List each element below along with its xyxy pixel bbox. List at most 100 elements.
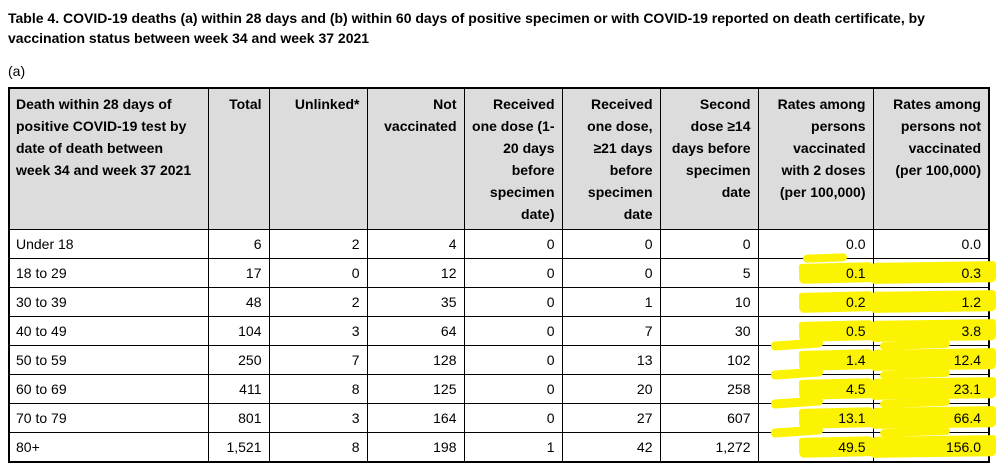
cell-one-dose-1-20-days: 0 (463, 316, 563, 346)
cell-value: 0 (546, 323, 555, 339)
column-header-rate-not-vaccinated: Rates among persons not vaccinated (per … (872, 87, 990, 230)
cell-one-dose-21-days: 20 (561, 374, 661, 404)
cell-not-vaccinated: 198 (366, 432, 465, 462)
cell-value: 156.0 (945, 438, 981, 455)
cell-total: 1,521 (207, 432, 270, 462)
cell-one-dose-21-days: 0 (561, 229, 661, 259)
table-row: Under 18 6 2 4 0 0 0 0.0 0.0 (8, 229, 990, 263)
header-row: Death within 28 days of positive COVID-1… (8, 87, 990, 230)
cell-value: 4 (448, 236, 457, 252)
cell-value: 0 (546, 265, 555, 281)
cell-value: 1.4 (846, 352, 866, 368)
column-header-second-dose-14-days: Second dose ≥14 days before specimen dat… (659, 87, 759, 230)
cell-rate-not-vaccinated: 0.0 (872, 229, 990, 259)
cell-rate-vaccinated: 1.4 (757, 338, 874, 375)
cell-value: 1 (546, 438, 555, 455)
age-group-text: 50 to 59 (16, 352, 67, 368)
cell-value: 27 (636, 410, 653, 426)
cell-value: 0 (644, 236, 653, 252)
cell-rate-not-vaccinated: 156.0 (871, 426, 996, 462)
cell-total: 104 (207, 316, 270, 346)
column-header-rate-vaccinated: Rates among persons vaccinated with 2 do… (757, 87, 874, 230)
cell-value: 0.5 (846, 323, 866, 339)
cell-value: 0 (546, 294, 555, 310)
cell-unlinked: 2 (268, 229, 368, 259)
column-header-unlinked: Unlinked* (268, 87, 368, 230)
cell-one-dose-1-20-days: 0 (463, 345, 563, 375)
cell-second-dose-14-days: 607 (659, 403, 759, 433)
age-group-text: 80+ (16, 438, 40, 455)
table-header: Death within 28 days of positive COVID-1… (8, 87, 990, 230)
cell-not-vaccinated: 35 (366, 287, 465, 317)
cell-value: 12 (440, 265, 457, 281)
cell-value: 0 (546, 381, 555, 397)
cell-value: 5 (742, 265, 751, 281)
cell-value: 8 (351, 438, 360, 455)
age-group-text: 18 to 29 (16, 265, 67, 281)
column-header-deaths-description: Death within 28 days of positive COVID-1… (8, 87, 209, 230)
covid-deaths-table: Death within 28 days of positive COVID-1… (8, 87, 996, 463)
cell-value: 0 (546, 352, 555, 368)
cell-total: 48 (207, 287, 270, 317)
cell-value: 35 (440, 294, 457, 310)
cell-value: 13.1 (838, 410, 866, 426)
cell-value: 0 (546, 410, 555, 426)
cell-value: 0.0 (846, 236, 866, 252)
cell-value: 0.2 (846, 294, 866, 310)
cell-rate-vaccinated: 13.1 (757, 396, 874, 433)
table-row: 30 to 39 48 2 35 0 1 10 0.2 1.2 (8, 287, 996, 317)
cell-value: 7 (644, 323, 653, 339)
age-group-text: 60 to 69 (16, 381, 67, 397)
cell-not-vaccinated: 12 (366, 258, 465, 288)
cell-value: 0 (742, 236, 751, 252)
cell-total: 411 (207, 374, 270, 404)
cell-value: 411 (239, 381, 262, 397)
column-header-one-dose-1-20-days: Received one dose (1-20 days before spec… (463, 87, 563, 230)
cell-value: 0 (644, 265, 653, 281)
cell-value: 258 (727, 381, 751, 397)
cell-value: 23.1 (953, 381, 981, 397)
cell-value: 7 (351, 352, 360, 368)
row-label: 80+ (8, 432, 209, 462)
cell-rate-not-vaccinated: 23.1 (871, 368, 996, 404)
cell-rate-not-vaccinated: 66.4 (871, 397, 996, 433)
cell-value: 6 (253, 236, 262, 252)
age-group-text: Under 18 (16, 236, 74, 252)
cell-one-dose-1-20-days: 0 (463, 403, 563, 433)
cell-one-dose-1-20-days: 1 (463, 432, 563, 462)
cell-value: 1 (644, 294, 653, 310)
cell-rate-not-vaccinated: 3.8 (871, 316, 996, 346)
cell-one-dose-1-20-days: 0 (463, 258, 563, 288)
cell-one-dose-1-20-days: 0 (463, 229, 563, 259)
cell-rate-vaccinated: 4.5 (757, 367, 874, 404)
cell-rate-not-vaccinated: 0.3 (871, 258, 996, 288)
row-label: 60 to 69 (8, 374, 209, 404)
cell-value: 1,272 (715, 438, 751, 455)
age-group-text: 40 to 49 (16, 323, 67, 339)
cell-unlinked: 3 (268, 403, 368, 433)
cell-value: 66.4 (953, 410, 981, 426)
cell-rate-vaccinated: 0.1 (757, 258, 874, 288)
cell-one-dose-21-days: 1 (561, 287, 661, 317)
cell-value: 12.4 (953, 352, 981, 368)
cell-second-dose-14-days: 258 (659, 374, 759, 404)
table-row: 80+ 1,521 8 198 1 42 1,272 49.5 156.0 (8, 425, 996, 462)
cell-value: 30 (734, 323, 751, 339)
row-label: 70 to 79 (8, 403, 209, 433)
cell-unlinked: 8 (268, 374, 368, 404)
cell-value: 3 (351, 323, 360, 339)
table-row: 70 to 79 801 3 164 0 27 607 13.1 66.4 (8, 396, 996, 433)
row-label: 40 to 49 (8, 316, 209, 346)
cell-unlinked: 2 (268, 287, 368, 317)
cell-value: 20 (636, 381, 653, 397)
cell-total: 6 (207, 229, 270, 259)
table-row: 50 to 59 250 7 128 0 13 102 1.4 12.4 (8, 338, 996, 375)
cell-one-dose-21-days: 0 (561, 258, 661, 288)
table-row: 60 to 69 411 8 125 0 20 258 4.5 23.1 (8, 367, 996, 404)
cell-value: 0.1 (846, 265, 866, 281)
cell-value: 49.5 (838, 438, 866, 455)
cell-second-dose-14-days: 10 (659, 287, 759, 317)
cell-value: 164 (433, 410, 457, 426)
cell-value: 10 (734, 294, 751, 310)
cell-value: 1,521 (226, 438, 262, 455)
